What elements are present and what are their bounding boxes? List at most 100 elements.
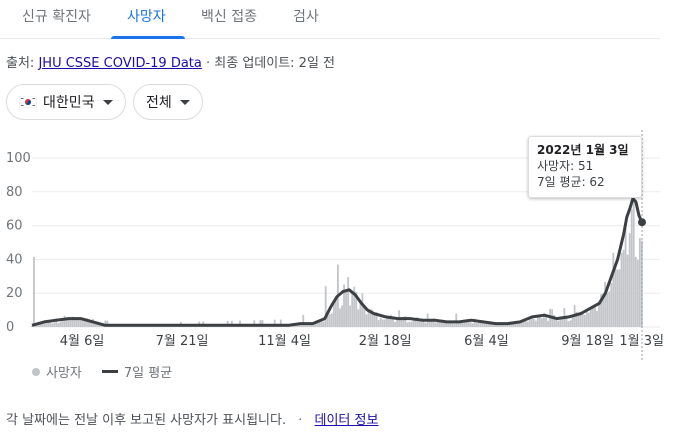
daily-bar <box>79 317 82 327</box>
data-info-link[interactable]: 데이터 정보 <box>314 413 379 428</box>
daily-bar <box>618 269 621 327</box>
daily-bar <box>98 323 101 327</box>
daily-bar <box>541 318 543 327</box>
daily-bar <box>585 309 588 327</box>
daily-bar <box>512 321 515 327</box>
daily-bar <box>632 177 635 327</box>
daily-bar <box>408 321 411 327</box>
daily-bar <box>577 312 580 327</box>
source-prefix: 출처: <box>6 56 35 71</box>
region-dropdown[interactable]: 대한민국 <box>6 84 126 120</box>
legend-deaths: 사망자 <box>46 366 82 381</box>
daily-bar <box>341 305 343 327</box>
daily-bar <box>575 311 578 327</box>
daily-bar <box>606 293 609 327</box>
tab-testing[interactable]: 검사 <box>293 9 319 25</box>
daily-bar <box>320 321 323 327</box>
daily-bar <box>583 314 586 327</box>
daily-bar <box>534 320 537 327</box>
tab-new-cases[interactable]: 신규 확진자 <box>22 9 91 25</box>
tab-deaths[interactable]: 사망자 <box>127 9 166 25</box>
line-legend-swatch <box>101 370 118 373</box>
daily-bar <box>373 313 376 327</box>
daily-bar <box>502 323 505 327</box>
daily-bar <box>569 320 572 327</box>
source-link[interactable]: JHU CSSE COVID-19 Data <box>38 56 202 71</box>
daily-bar <box>506 323 509 327</box>
active-tab-indicator <box>111 36 185 39</box>
x-tick-label: 4월 6일 <box>60 334 105 349</box>
daily-bar <box>55 318 58 327</box>
daily-bar <box>522 319 525 327</box>
range-dropdown[interactable]: 전체 <box>133 84 203 120</box>
last-updated: · 최종 업데이트: 2일 전 <box>206 56 336 71</box>
daily-bar <box>45 323 48 327</box>
daily-bar <box>598 301 600 327</box>
bar-legend-swatch <box>32 367 40 376</box>
daily-bar <box>406 322 409 327</box>
daily-bar <box>581 313 584 327</box>
daily-bar <box>35 325 37 327</box>
daily-bar <box>459 322 462 327</box>
daily-bar <box>614 263 617 327</box>
daily-bar <box>628 233 631 327</box>
hover-point <box>638 218 646 227</box>
tab-bar: 신규 확진자 사망자 백신 접종 검사 <box>0 0 660 39</box>
y-tick-label: 0 <box>6 320 14 335</box>
daily-bar <box>43 321 46 327</box>
daily-bar <box>634 256 637 327</box>
daily-bar <box>453 323 456 327</box>
daily-bar <box>579 311 582 327</box>
daily-bar <box>355 291 358 327</box>
daily-bar <box>345 289 347 327</box>
tab-vaccination[interactable]: 백신 접종 <box>201 9 257 25</box>
daily-bar <box>347 277 350 327</box>
daily-bar <box>359 303 362 327</box>
daily-bar <box>351 293 354 327</box>
tooltip-avg: 7일 평균: 62 <box>537 175 605 189</box>
daily-bar <box>375 312 378 327</box>
daily-bar <box>471 323 474 327</box>
daily-bar <box>624 224 627 327</box>
daily-bar <box>494 323 496 327</box>
daily-bar <box>328 314 331 327</box>
daily-bar <box>322 321 325 327</box>
source-line: 출처: JHU CSSE COVID-19 Data · 최종 업데이트: 2일… <box>6 52 335 71</box>
y-tick-label: 100 <box>6 151 31 166</box>
daily-bar <box>104 320 107 327</box>
y-tick-label: 20 <box>6 286 23 301</box>
daily-bar <box>402 317 405 327</box>
daily-bar <box>49 321 52 327</box>
daily-bar <box>67 317 70 327</box>
daily-bar <box>279 319 282 327</box>
daily-bar <box>608 291 611 327</box>
daily-bar <box>557 320 560 327</box>
daily-bar <box>300 324 303 327</box>
daily-bar <box>381 319 384 327</box>
daily-bar <box>463 319 466 327</box>
daily-bar <box>457 322 460 327</box>
y-tick-label: 80 <box>6 185 23 200</box>
daily-bar <box>473 318 476 327</box>
daily-bar <box>361 293 364 327</box>
daily-bar <box>596 310 598 327</box>
daily-bar <box>492 324 494 327</box>
daily-bar <box>261 320 264 327</box>
daily-bar <box>561 318 564 327</box>
daily-bar <box>33 256 35 327</box>
chart-legend: 사망자 7일 평균 <box>32 362 172 381</box>
daily-bar <box>520 320 523 327</box>
daily-bar <box>439 320 441 327</box>
daily-bar <box>51 323 54 327</box>
daily-bar <box>475 322 478 327</box>
daily-bar <box>477 320 480 327</box>
daily-bar <box>434 322 437 327</box>
daily-bar <box>449 322 452 327</box>
daily-bar <box>479 322 482 327</box>
daily-bar <box>59 321 62 327</box>
daily-bar <box>514 322 517 327</box>
daily-bar <box>96 323 99 327</box>
daily-bar <box>390 314 392 327</box>
daily-bar <box>71 316 74 327</box>
daily-bar <box>490 322 492 327</box>
